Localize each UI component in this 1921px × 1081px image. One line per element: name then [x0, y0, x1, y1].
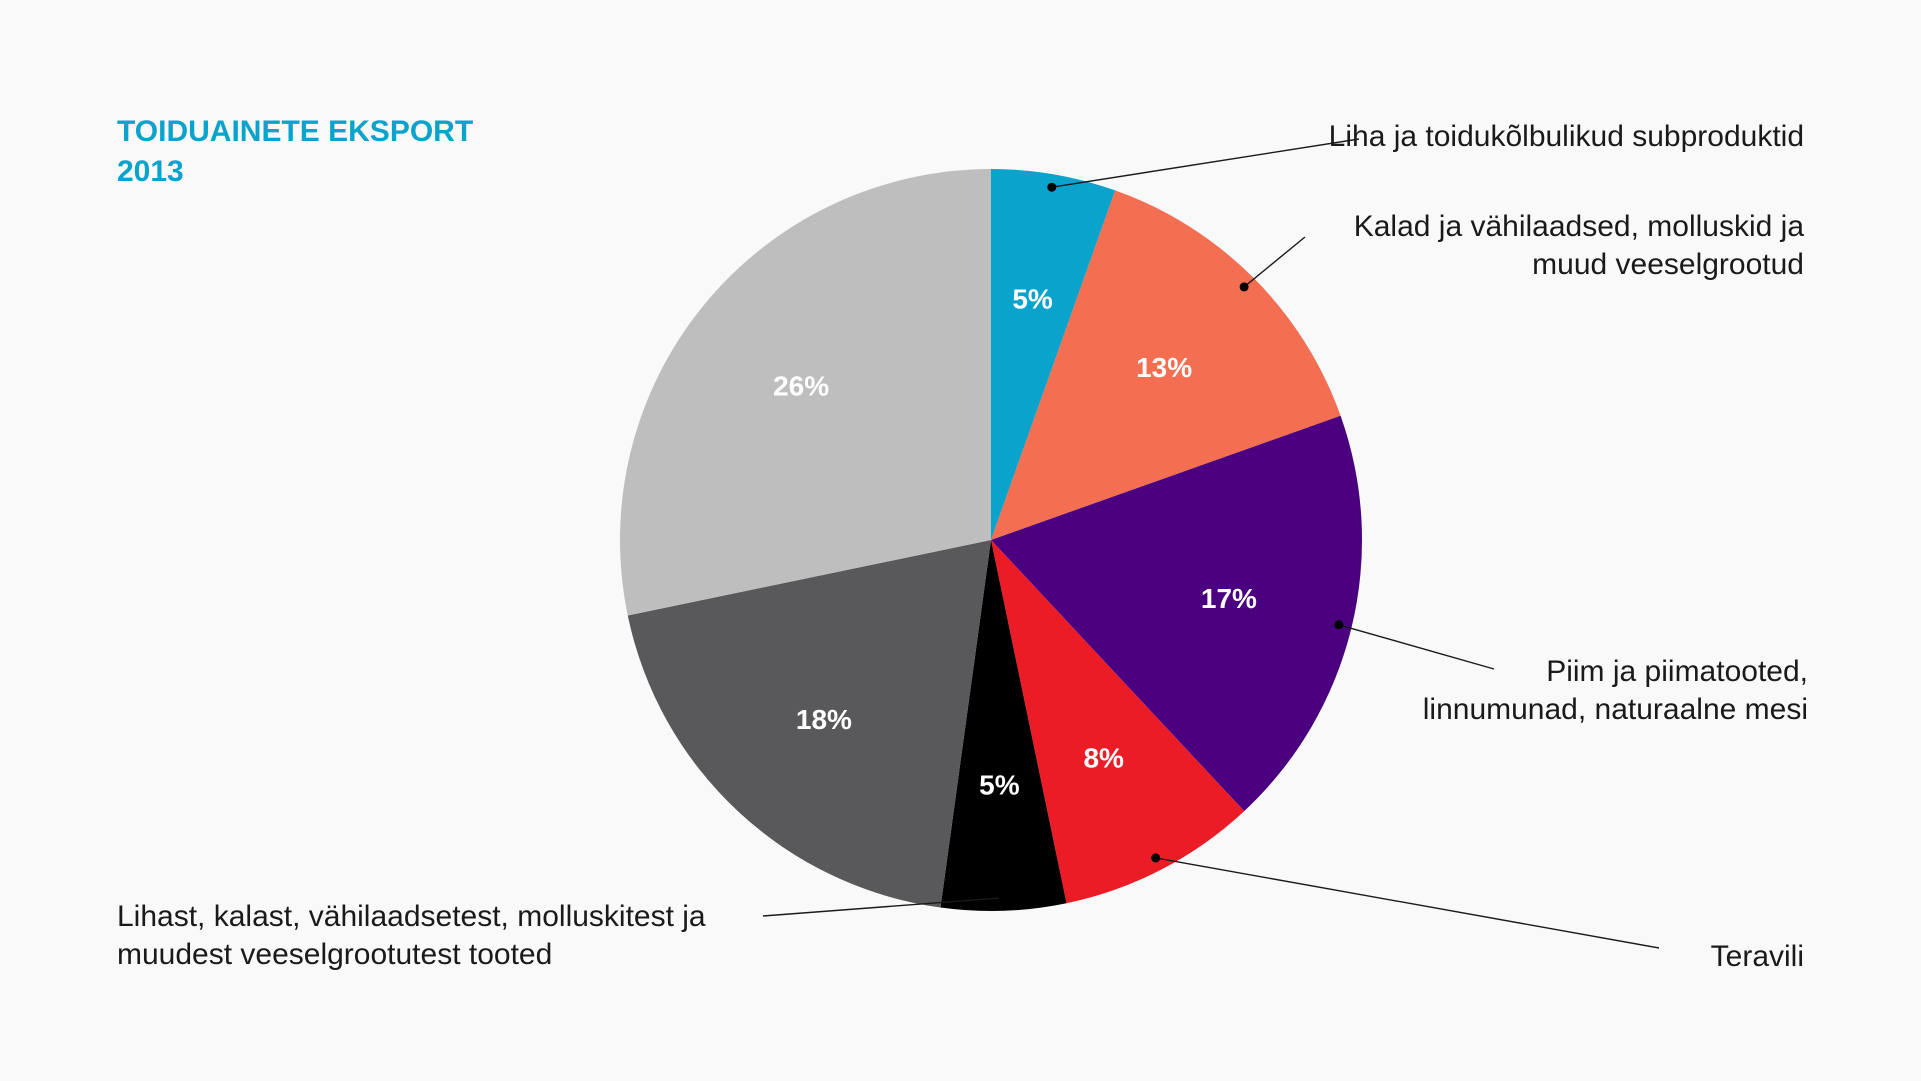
pie-slice: [991, 415, 1363, 812]
legend-label: Piim ja piimatooted, linnumunad, naturaal…: [1423, 655, 1808, 726]
legend-label-line: Teravili: [1711, 940, 1804, 973]
slice-value-label: 17%: [1201, 583, 1257, 614]
legend-label-line: Kalad ja vähilaadsed, molluskid ja: [1354, 210, 1805, 243]
legend-callout: Kalad ja vähilaadsed, molluskid ja muud v…: [1239, 210, 1805, 292]
legend-label-line: Lihast, kalast, vähilaadsetest, molluski…: [117, 900, 706, 933]
leader-dot: [1047, 182, 1057, 192]
slice-value-label: 18%: [796, 704, 852, 735]
slice-value-label: 5%: [1012, 284, 1053, 315]
legend-label: Teravili: [1711, 940, 1804, 973]
leader-line: [762, 897, 1004, 917]
slice-value-label: 13%: [1136, 352, 1192, 383]
leader-dot: [998, 893, 1008, 903]
legend-callout: Teravili: [1151, 853, 1804, 973]
pie-slice: [991, 169, 1116, 540]
leader-line: [1338, 624, 1495, 670]
leader-dot: [1151, 853, 1161, 863]
leader-line: [1155, 857, 1660, 949]
chart-title-line-2: 2013: [117, 155, 184, 188]
legend-label: Lihast, kalast, vähilaadsetest, molluski…: [117, 900, 706, 971]
legend-label-line: Liha ja toidukõlbulikud subproduktid: [1329, 120, 1804, 153]
slice-value-labels: 5% 13% 17% 8% 5% 18% 26%: [773, 284, 1257, 801]
pie-slices: [620, 169, 1363, 911]
pie-slice: [991, 540, 1245, 904]
pie-slice: [940, 540, 1067, 911]
slice-value-label: 8%: [1083, 742, 1124, 773]
pie-slice: [620, 169, 991, 616]
leader-line: [1243, 236, 1306, 288]
chart-title: TOIDUAINETE EKSPORT 2013: [117, 112, 473, 192]
slice-value-label: 5%: [979, 770, 1020, 801]
chart-title-line-1: TOIDUAINETE EKSPORT: [117, 115, 474, 148]
legend-label: Liha ja toidukõlbulikud subproduktid: [1329, 120, 1804, 153]
legend-label-line: linnumunad, naturaalne mesi: [1423, 693, 1808, 726]
leader-line: [1051, 138, 1360, 188]
slice-value-label: 26%: [773, 371, 829, 402]
legend-callout: Lihast, kalast, vähilaadsetest, molluski…: [117, 893, 1008, 971]
legend-label-line: muud veeselgrootud: [1532, 248, 1804, 281]
leader-dot: [1334, 620, 1344, 630]
legend-callout: Piim ja piimatooted, linnumunad, naturaal…: [1334, 620, 1808, 726]
legend-callout: Liha ja toidukõlbulikud subproduktid: [1047, 120, 1804, 192]
legend-label-line: Piim ja piimatooted,: [1546, 655, 1808, 688]
legend-label: Kalad ja vähilaadsed, molluskid ja muud v…: [1354, 210, 1805, 281]
legend-label-line: muudest veeselgrootutest tooted: [117, 938, 552, 971]
pie-slice: [627, 540, 991, 908]
pie-slice: [991, 190, 1341, 541]
leader-dot: [1239, 282, 1249, 292]
